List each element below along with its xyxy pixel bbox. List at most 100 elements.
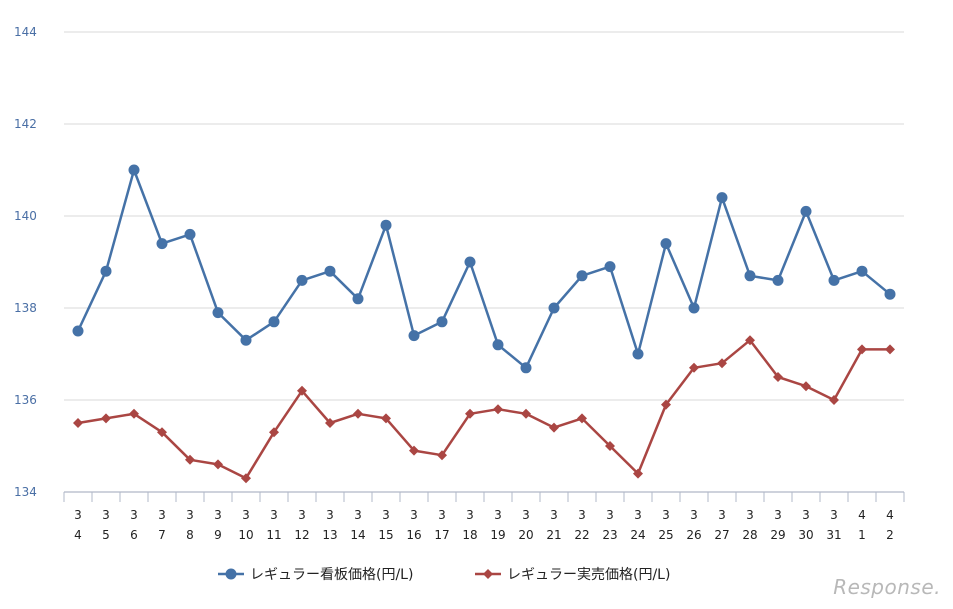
- data-point: [268, 316, 280, 328]
- x-tick-label-month: 3: [326, 508, 334, 522]
- data-point: [409, 445, 419, 456]
- x-tick-label-month: 3: [830, 508, 838, 522]
- legend-label: レギュラー実売価格(円/L): [507, 567, 670, 583]
- data-point: [689, 362, 699, 373]
- x-tick-label-month: 3: [242, 508, 250, 522]
- data-point: [577, 413, 587, 424]
- data-point: [269, 427, 279, 438]
- data-point: [437, 450, 447, 461]
- data-point: [576, 270, 588, 282]
- data-point: [353, 408, 363, 419]
- x-tick-label-day: 27: [714, 528, 729, 542]
- x-tick-label-day: 1: [858, 528, 866, 542]
- x-tick-label-day: 23: [602, 528, 617, 542]
- data-point: [857, 344, 867, 355]
- x-tick-label-month: 3: [802, 508, 810, 522]
- data-point: [885, 344, 895, 355]
- x-tick-label-month: 3: [214, 508, 222, 522]
- series-layer: [72, 164, 896, 484]
- x-tick-label-day: 10: [238, 528, 253, 542]
- x-tick-label-day: 24: [630, 528, 645, 542]
- data-point: [408, 330, 420, 342]
- series-2: [73, 335, 895, 484]
- data-point: [380, 219, 392, 231]
- data-point: [381, 413, 391, 424]
- data-point: [745, 335, 755, 346]
- data-point: [633, 468, 643, 479]
- x-tick-label-month: 3: [634, 508, 642, 522]
- x-tick-label-day: 9: [214, 528, 222, 542]
- data-point: [884, 288, 896, 300]
- x-tick-label-day: 28: [742, 528, 757, 542]
- data-point: [801, 381, 811, 392]
- data-point: [520, 362, 532, 374]
- data-point: [184, 228, 196, 240]
- data-point: [688, 302, 700, 314]
- data-point: [661, 399, 671, 410]
- gridlines: [64, 31, 904, 401]
- x-tick-label-month: 3: [74, 508, 82, 522]
- data-point: [604, 261, 616, 273]
- x-tick-label-month: 3: [410, 508, 418, 522]
- data-point: [352, 293, 364, 305]
- data-point: [129, 408, 139, 419]
- x-tick-label-day: 11: [266, 528, 281, 542]
- series-line: [76, 168, 891, 370]
- x-tick-label-day: 8: [186, 528, 194, 542]
- x-tick-label-day: 17: [434, 528, 449, 542]
- data-point: [521, 408, 531, 419]
- x-tick-label-day: 15: [378, 528, 393, 542]
- x-tick-label-month: 3: [522, 508, 530, 522]
- data-point: [101, 413, 111, 424]
- x-tick-label-day: 21: [546, 528, 561, 542]
- x-tick-label-month: 3: [186, 508, 194, 522]
- data-point: [493, 404, 503, 415]
- data-point: [492, 339, 504, 351]
- x-tick-label-day: 30: [798, 528, 813, 542]
- x-tick-label-day: 19: [490, 528, 505, 542]
- y-tick-label: 136: [14, 393, 37, 407]
- x-tick-label-day: 14: [350, 528, 365, 542]
- data-point: [772, 274, 784, 286]
- y-tick-label: 138: [14, 301, 37, 315]
- data-point: [297, 385, 307, 396]
- x-tick-label-month: 4: [886, 508, 894, 522]
- legend-marker: [483, 569, 493, 579]
- series-line: [77, 338, 890, 480]
- x-tick-label-day: 13: [322, 528, 337, 542]
- data-point: [324, 265, 336, 277]
- data-point: [828, 274, 840, 286]
- data-point: [800, 205, 812, 217]
- x-tick-label-month: 3: [550, 508, 558, 522]
- axes: 1341361381401421443435363738393103113123…: [14, 25, 905, 542]
- x-tick-label-month: 3: [298, 508, 306, 522]
- x-tick-label-month: 3: [774, 508, 782, 522]
- x-tick-label-month: 3: [494, 508, 502, 522]
- data-point: [72, 325, 84, 337]
- data-point: [436, 316, 448, 328]
- data-point: [549, 422, 559, 433]
- data-point: [856, 265, 868, 277]
- y-tick-label: 144: [14, 25, 37, 39]
- legend-item-2: レギュラー実売価格(円/L): [475, 567, 670, 583]
- data-point: [240, 334, 252, 346]
- data-point: [213, 459, 223, 470]
- x-tick-label-day: 7: [158, 528, 166, 542]
- data-point: [157, 427, 167, 438]
- x-tick-label-day: 20: [518, 528, 533, 542]
- x-tick-label-day: 2: [886, 528, 894, 542]
- y-tick-label: 142: [14, 117, 37, 131]
- y-tick-label: 140: [14, 209, 37, 223]
- x-tick-label-month: 3: [662, 508, 670, 522]
- data-point: [465, 408, 475, 419]
- data-point: [156, 238, 168, 250]
- data-point: [241, 473, 251, 484]
- data-point: [128, 164, 140, 176]
- data-point: [296, 274, 308, 286]
- data-point: [73, 418, 83, 428]
- x-tick-label-month: 3: [578, 508, 586, 522]
- x-tick-label-month: 3: [102, 508, 110, 522]
- x-tick-label-month: 3: [690, 508, 698, 522]
